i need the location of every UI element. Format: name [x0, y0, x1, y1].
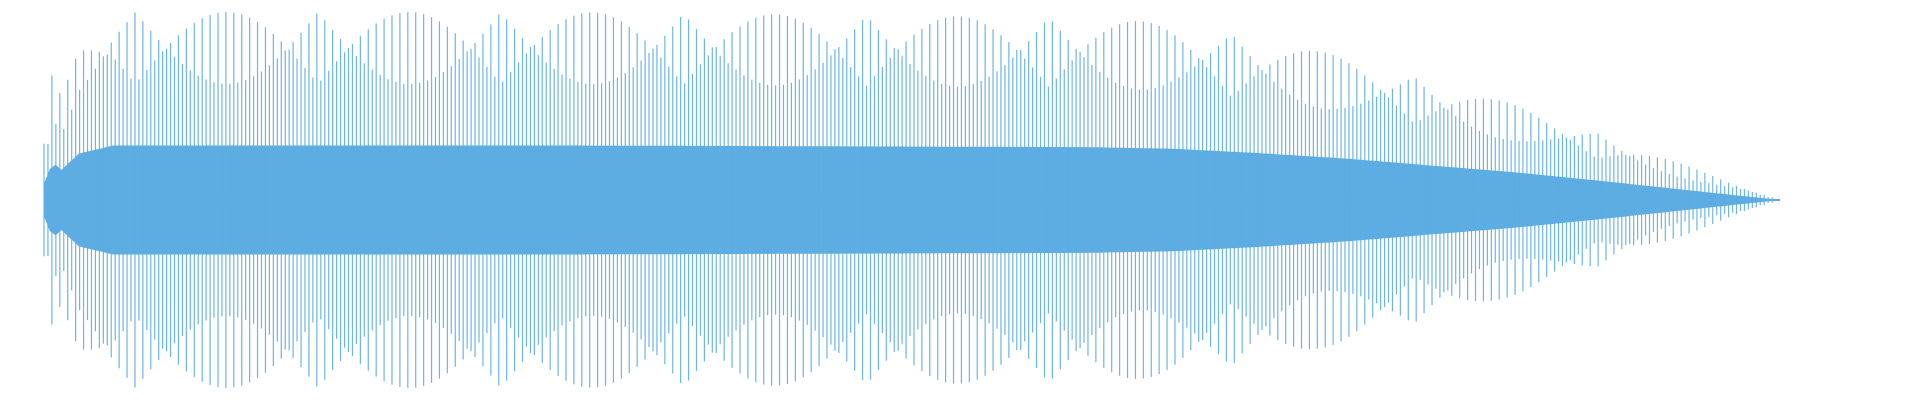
waveform-series	[43, 12, 1780, 388]
